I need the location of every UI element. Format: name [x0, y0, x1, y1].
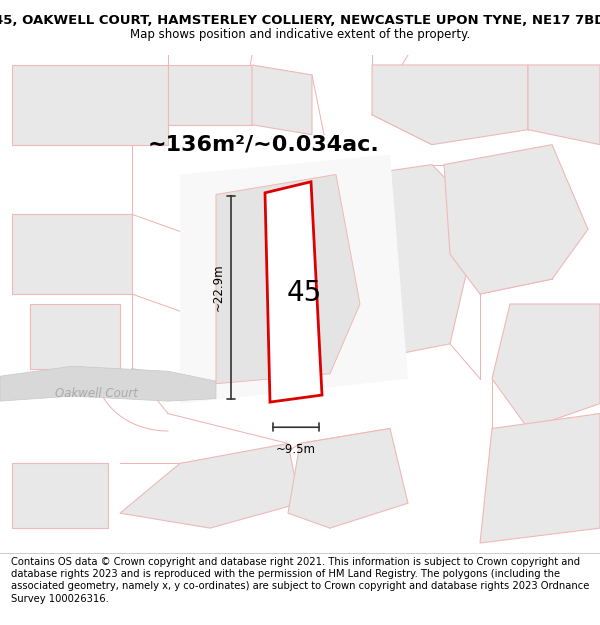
Text: Contains OS data © Crown copyright and database right 2021. This information is : Contains OS data © Crown copyright and d…	[11, 557, 589, 604]
Text: 45, OAKWELL COURT, HAMSTERLEY COLLIERY, NEWCASTLE UPON TYNE, NE17 7BD: 45, OAKWELL COURT, HAMSTERLEY COLLIERY, …	[0, 14, 600, 27]
Text: ~136m²/~0.034ac.: ~136m²/~0.034ac.	[148, 134, 380, 154]
Text: ~22.9m: ~22.9m	[211, 264, 224, 311]
Polygon shape	[528, 65, 600, 144]
Polygon shape	[12, 463, 108, 528]
Text: Map shows position and indicative extent of the property.: Map shows position and indicative extent…	[130, 28, 470, 41]
Polygon shape	[168, 65, 252, 125]
Text: ~9.5m: ~9.5m	[276, 443, 316, 456]
Polygon shape	[312, 164, 480, 364]
Polygon shape	[444, 144, 588, 294]
Polygon shape	[252, 65, 312, 134]
Polygon shape	[180, 154, 408, 404]
Polygon shape	[288, 429, 408, 528]
Polygon shape	[372, 65, 528, 144]
Polygon shape	[12, 65, 168, 144]
Polygon shape	[0, 366, 216, 401]
Polygon shape	[120, 444, 300, 528]
Polygon shape	[12, 214, 132, 294]
Text: 45: 45	[286, 279, 322, 307]
Polygon shape	[30, 304, 120, 369]
Polygon shape	[480, 414, 600, 543]
Polygon shape	[216, 174, 360, 384]
Text: Oakwell Court: Oakwell Court	[55, 387, 137, 400]
Polygon shape	[492, 304, 600, 429]
Polygon shape	[265, 182, 322, 402]
